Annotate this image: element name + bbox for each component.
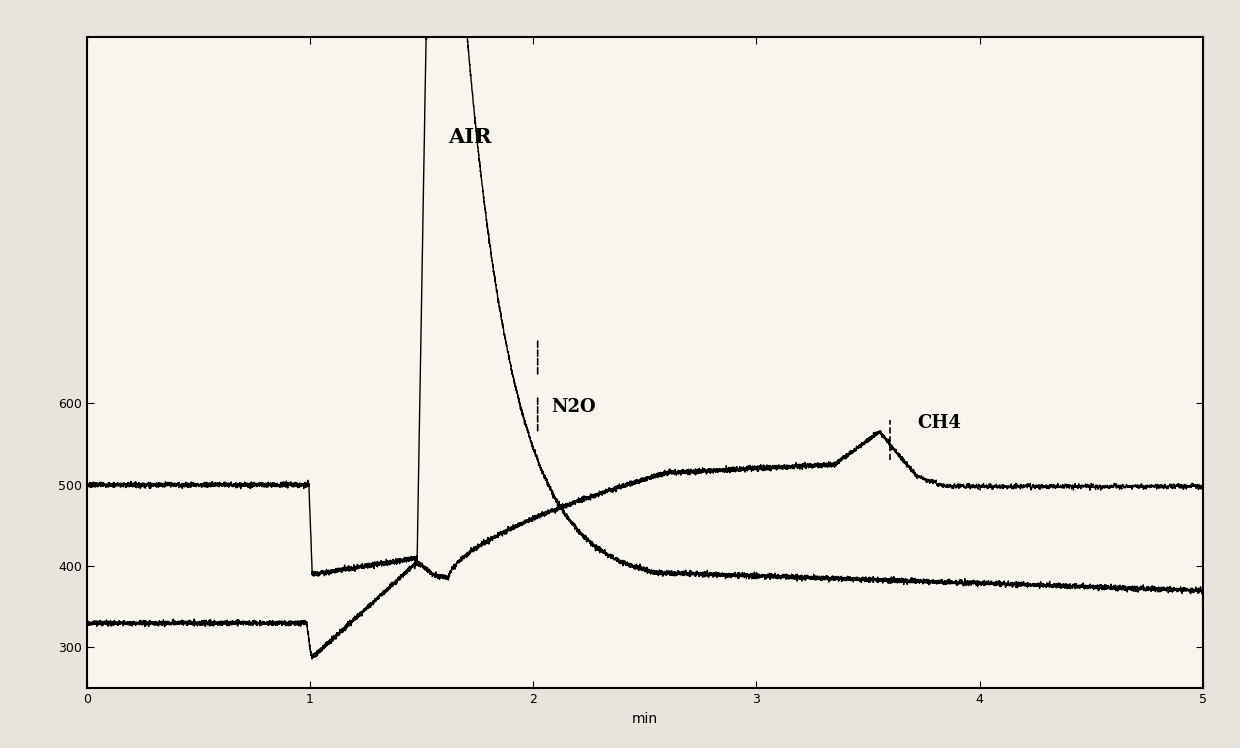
Text: CH4: CH4 — [918, 414, 961, 432]
Text: AIR: AIR — [449, 127, 492, 147]
Text: N2O: N2O — [551, 398, 595, 416]
X-axis label: min: min — [631, 711, 658, 726]
